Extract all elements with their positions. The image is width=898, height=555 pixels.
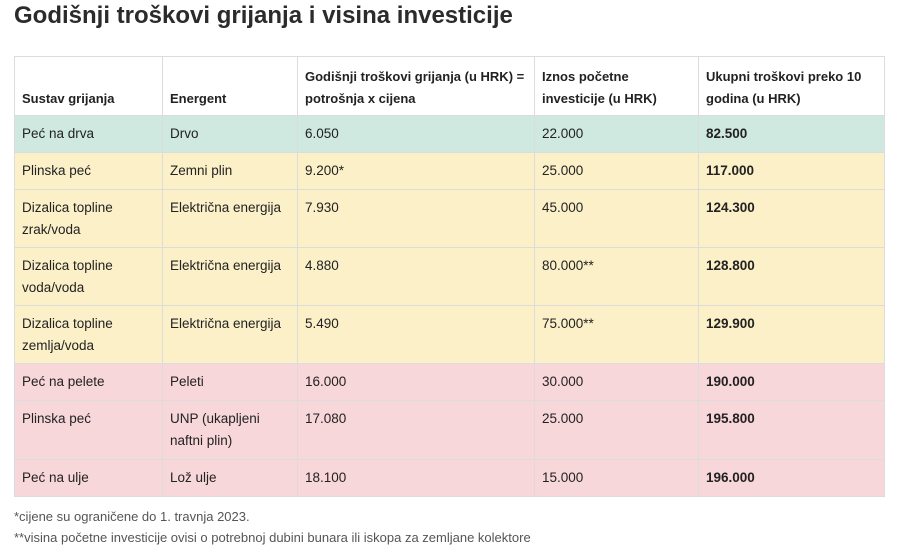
table-header-row: Sustav grijanja Energent Godišnji troško… <box>14 56 885 116</box>
cell-annual-cost: 9.200* <box>297 152 535 190</box>
cell-system: Peć na drva <box>14 115 163 153</box>
cell-total-cost: 128.800 <box>698 247 885 306</box>
table-row: Dizalica topline zemlja/voda Električna … <box>14 305 885 364</box>
cell-energy: Električna energija <box>162 305 298 364</box>
cell-system: Plinska peć <box>14 152 163 190</box>
cell-annual-cost: 6.050 <box>297 115 535 153</box>
cell-system: Peć na ulje <box>14 459 163 497</box>
heating-cost-table: Sustav grijanja Energent Godišnji troško… <box>14 56 885 497</box>
column-header-annual-cost: Godišnji troškovi grijanja (u HRK) = pot… <box>297 56 535 116</box>
cell-energy: Lož ulje <box>162 459 298 497</box>
column-header-system: Sustav grijanja <box>14 56 163 116</box>
cell-energy: UNP (ukapljeni naftni plin) <box>162 400 298 460</box>
cell-energy: Drvo <box>162 115 298 153</box>
footnote-investment: **visina početne investicije ovisi o pot… <box>14 530 531 545</box>
cell-total-cost: 196.000 <box>698 459 885 497</box>
cell-investment: 45.000 <box>534 189 699 248</box>
cell-investment: 15.000 <box>534 459 699 497</box>
column-header-investment: Iznos početne investicije (u HRK) <box>534 56 699 116</box>
cell-annual-cost: 18.100 <box>297 459 535 497</box>
cell-system: Dizalica topline zrak/voda <box>14 189 163 248</box>
cell-energy: Peleti <box>162 363 298 401</box>
table-row: Peć na ulje Lož ulje 18.100 15.000 196.0… <box>14 459 885 497</box>
cell-annual-cost: 17.080 <box>297 400 535 460</box>
cell-system: Plinska peć <box>14 400 163 460</box>
cell-total-cost: 117.000 <box>698 152 885 190</box>
column-header-total-cost: Ukupni troškovi preko 10 godina (u HRK) <box>698 56 885 116</box>
cell-investment: 25.000 <box>534 152 699 190</box>
footnote-price-cap: *cijene su ograničene do 1. travnja 2023… <box>14 509 250 524</box>
table-row: Dizalica topline voda/voda Električna en… <box>14 247 885 306</box>
cell-investment: 80.000** <box>534 247 699 306</box>
cell-investment: 75.000** <box>534 305 699 364</box>
footnotes: *cijene su ograničene do 1. travnja 2023… <box>14 506 531 548</box>
column-header-energy: Energent <box>162 56 298 116</box>
table-row: Plinska peć Zemni plin 9.200* 25.000 117… <box>14 152 885 190</box>
table-row: Peć na pelete Peleti 16.000 30.000 190.0… <box>14 363 885 401</box>
cell-annual-cost: 5.490 <box>297 305 535 364</box>
cell-total-cost: 82.500 <box>698 115 885 153</box>
cell-annual-cost: 16.000 <box>297 363 535 401</box>
cell-system: Dizalica topline zemlja/voda <box>14 305 163 364</box>
cell-total-cost: 195.800 <box>698 400 885 460</box>
cell-system: Peć na pelete <box>14 363 163 401</box>
cell-annual-cost: 4.880 <box>297 247 535 306</box>
cell-system: Dizalica topline voda/voda <box>14 247 163 306</box>
cell-energy: Zemni plin <box>162 152 298 190</box>
cell-energy: Električna energija <box>162 247 298 306</box>
table-row: Dizalica topline zrak/voda Električna en… <box>14 189 885 248</box>
table-body: Peć na drva Drvo 6.050 22.000 82.500 Pli… <box>14 115 885 497</box>
table-row: Peć na drva Drvo 6.050 22.000 82.500 <box>14 115 885 153</box>
cell-investment: 25.000 <box>534 400 699 460</box>
cell-total-cost: 124.300 <box>698 189 885 248</box>
page-title: Godišnji troškovi grijanja i visina inve… <box>14 2 513 29</box>
cell-total-cost: 190.000 <box>698 363 885 401</box>
cell-total-cost: 129.900 <box>698 305 885 364</box>
table-row: Plinska peć UNP (ukapljeni naftni plin) … <box>14 400 885 460</box>
cell-energy: Električna energija <box>162 189 298 248</box>
cell-investment: 30.000 <box>534 363 699 401</box>
cell-annual-cost: 7.930 <box>297 189 535 248</box>
cell-investment: 22.000 <box>534 115 699 153</box>
